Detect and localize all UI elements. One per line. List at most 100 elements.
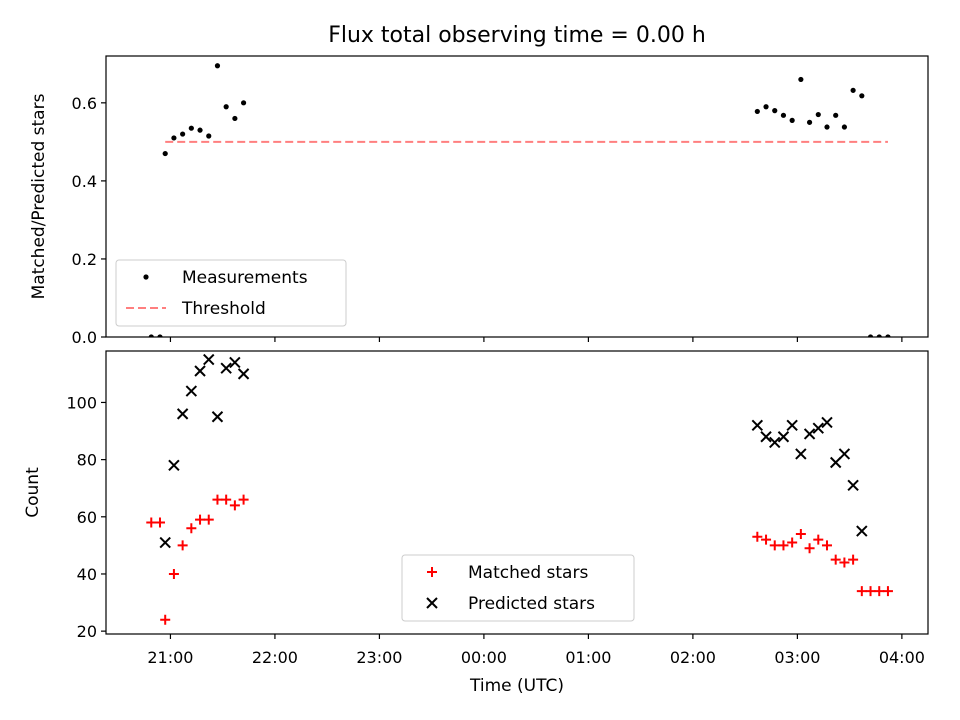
measurements-point [180, 131, 186, 137]
predicted-stars-point [185, 385, 198, 397]
matched-stars-point [882, 586, 893, 597]
legend-label-threshold: Threshold [181, 299, 266, 319]
measurements-point [240, 100, 247, 106]
bottom-panel-counts: 20 40 60 80 100 21:00 22:00 23:00 00:00 01:00 02:0… [23, 350, 929, 667]
x-tick-label: 04:00 [879, 648, 925, 667]
measurements-point [754, 108, 760, 115]
measurements-point [157, 334, 163, 337]
matched-stars-point [856, 586, 867, 597]
matched-stars-point [160, 614, 171, 625]
matched-stars-point [848, 554, 859, 565]
matched-stars-point [821, 540, 832, 551]
predicted-stars-point [168, 459, 180, 472]
predicted-stars-point [211, 411, 224, 423]
top-panel-ratio: 0.0 0.2 0.4 0.6 Matched/Predicted stars Measu… [29, 55, 929, 347]
matched-stars-point [761, 534, 772, 545]
matched-stars-point [795, 528, 806, 539]
x-tick-label: 00:00 [461, 648, 507, 667]
y-axis-label: Count [23, 467, 43, 518]
y-tick-label: 0.2 [72, 250, 97, 269]
measurements-point [772, 108, 778, 114]
legend: Matched stars Predicted stars [401, 554, 635, 622]
predicted-stars-point [237, 368, 250, 380]
y-tick-label: 20 [77, 622, 97, 641]
measurements-point [789, 117, 795, 123]
measurements-point [841, 124, 848, 130]
predicted-stars-point [812, 422, 824, 434]
measurements-point [876, 334, 882, 337]
matched-stars-point [177, 540, 188, 551]
matched-stars-point [154, 517, 165, 528]
x-tick-label: 03:00 [774, 648, 820, 667]
y-tick-label: 0.4 [72, 172, 97, 191]
legend-swatch-predicted-stars [426, 597, 438, 609]
measurements-point [162, 150, 168, 157]
matched-stars-point [168, 568, 179, 579]
predicted-stars-point [229, 356, 241, 369]
measurements-point [171, 135, 177, 141]
measurements-point [188, 125, 194, 131]
measurements-point [223, 104, 229, 110]
predicted-stars-point [856, 525, 868, 537]
matched-stars-point [839, 557, 850, 568]
axes-frame [105, 55, 929, 338]
matched-stars-point [865, 586, 876, 597]
measurements-point [206, 133, 212, 139]
predicted-stars-point [803, 428, 816, 440]
y-axis-label: Matched/Predicted stars [29, 93, 49, 299]
predicted-stars-point [176, 408, 189, 420]
measurements-point [824, 124, 830, 130]
matched-stars-point [752, 531, 763, 542]
matched-stars-point [186, 523, 197, 534]
matched-stars-point [769, 540, 780, 551]
legend-swatch-matched-stars [427, 567, 437, 577]
matched-stars-point [221, 494, 232, 505]
measurements-point [859, 93, 865, 99]
x-tick-label: 02:00 [670, 648, 716, 667]
matched-stars-point [813, 534, 824, 545]
measurements-point [214, 63, 221, 69]
x-tick-label: 23:00 [356, 648, 402, 667]
predicted-stars-point [194, 365, 206, 377]
matched-stars-point [203, 514, 214, 525]
matched-stars-point [146, 517, 157, 528]
y-tick-label: 0.6 [72, 94, 97, 113]
x-tick-label: 22:00 [252, 648, 298, 667]
predicted-stars-point [847, 479, 859, 492]
x-axis-label: Time (UTC) [469, 676, 564, 696]
predicted-stars-point [838, 448, 851, 460]
measurements-point [806, 119, 813, 125]
matched-stars-point [212, 494, 223, 505]
predicted-stars-point [777, 431, 790, 443]
predicted-stars-point [203, 353, 215, 366]
measurements-point [867, 334, 874, 337]
predicted-stars-point [159, 536, 171, 549]
measurements-point [833, 112, 839, 118]
measurements-point [232, 115, 238, 122]
matched-stars-point [874, 586, 885, 597]
y-tick-label: 100 [66, 393, 97, 412]
legend-box [401, 554, 635, 622]
measurements-point [763, 104, 769, 110]
matched-stars-point [787, 537, 798, 548]
plot-area [146, 353, 893, 625]
predicted-stars-point [795, 448, 807, 460]
predicted-stars-point [220, 362, 232, 374]
legend-label-predicted-stars: Predicted stars [468, 594, 595, 614]
axes-frame [105, 350, 929, 635]
predicted-stars-point [760, 431, 772, 443]
legend-label-matched-stars: Matched stars [468, 563, 588, 583]
predicted-stars-point [769, 436, 781, 449]
measurements-point [815, 111, 821, 118]
legend: Measurements Threshold [115, 259, 347, 327]
legend-swatch-measurements [143, 274, 149, 280]
measurements-point [780, 112, 787, 118]
measurements-point [885, 334, 891, 337]
x-tick-label: 21:00 [147, 648, 193, 667]
predicted-stars-point [786, 419, 798, 432]
matched-stars-point [238, 494, 249, 505]
plot-area [148, 63, 891, 337]
y-tick-label: 0.0 [72, 328, 97, 347]
predicted-stars-point [821, 416, 833, 429]
predicted-stars-point [829, 456, 842, 469]
